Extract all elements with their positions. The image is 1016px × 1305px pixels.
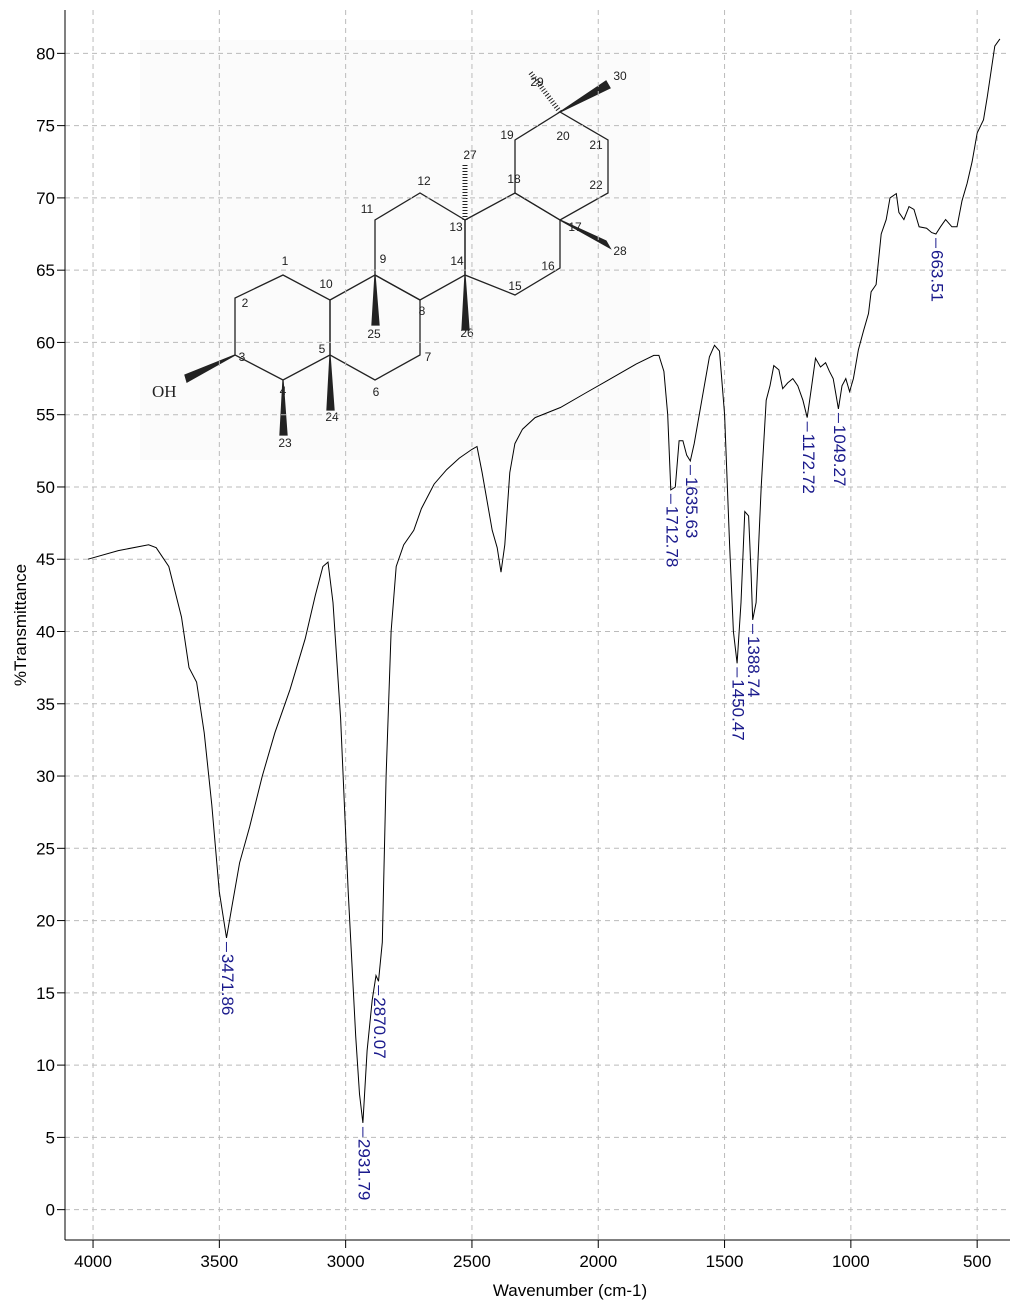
x-axis-label: Wavenumber (cm-1) bbox=[493, 1281, 647, 1300]
x-tick-label: 2500 bbox=[453, 1252, 491, 1271]
wedge bbox=[559, 80, 611, 113]
peak-label: 1388.74 bbox=[744, 636, 763, 697]
y-tick-label: 45 bbox=[36, 550, 55, 569]
atom-label: 3 bbox=[239, 350, 246, 364]
wedge bbox=[371, 274, 380, 326]
atom-label: 19 bbox=[500, 128, 514, 142]
substituent-label: OH bbox=[152, 382, 177, 401]
atom-label: 10 bbox=[319, 277, 333, 291]
x-tick-label: 3000 bbox=[327, 1252, 365, 1271]
y-tick-label: 15 bbox=[36, 984, 55, 1003]
peak-label: 1635.63 bbox=[682, 477, 701, 538]
y-tick-label: 0 bbox=[46, 1201, 55, 1220]
atom-label: 5 bbox=[319, 342, 326, 356]
wedge bbox=[559, 219, 612, 250]
y-tick-label: 70 bbox=[36, 189, 55, 208]
atom-label: 14 bbox=[450, 254, 464, 268]
spectrum-line bbox=[87, 38, 1001, 1123]
x-tick-label: 1500 bbox=[706, 1252, 744, 1271]
wedge bbox=[461, 274, 470, 331]
atom-label: 22 bbox=[589, 178, 603, 192]
peak-label: 1450.47 bbox=[729, 679, 748, 740]
y-tick-label: 30 bbox=[36, 767, 55, 786]
atom-label: 6 bbox=[373, 385, 380, 399]
wedge bbox=[184, 354, 236, 383]
atom-label: 15 bbox=[508, 279, 522, 293]
x-tick-label: 4000 bbox=[74, 1252, 112, 1271]
y-tick-label: 5 bbox=[46, 1128, 55, 1147]
x-tick-label: 500 bbox=[963, 1252, 991, 1271]
atom-label: 2 bbox=[242, 296, 249, 310]
atom-label: 7 bbox=[425, 350, 432, 364]
hash-bond bbox=[528, 70, 562, 114]
peak-label: 663.51 bbox=[927, 250, 946, 302]
y-tick-label: 60 bbox=[36, 333, 55, 352]
atom-label: 11 bbox=[361, 202, 374, 216]
atom-label: 29 bbox=[530, 75, 544, 89]
atom-label: 20 bbox=[556, 129, 570, 143]
wedge bbox=[326, 354, 335, 411]
y-tick-label: 55 bbox=[36, 406, 55, 425]
atom-label: 17 bbox=[568, 220, 582, 234]
atom-label: 8 bbox=[419, 304, 426, 318]
atom-label: 27 bbox=[463, 148, 477, 162]
y-axis-label: %Transmittance bbox=[11, 564, 30, 686]
atom-label: 4 bbox=[280, 384, 287, 398]
y-tick-label: 25 bbox=[36, 839, 55, 858]
atom-label: 24 bbox=[325, 410, 339, 424]
atom-label: 12 bbox=[417, 174, 431, 188]
peak-label: 2870.07 bbox=[370, 997, 389, 1058]
peak-label: 1172.72 bbox=[799, 434, 818, 494]
x-tick-label: 1000 bbox=[832, 1252, 870, 1271]
x-tick-label: 3500 bbox=[200, 1252, 238, 1271]
atom-label: 25 bbox=[367, 327, 381, 341]
y-tick-label: 35 bbox=[36, 695, 55, 714]
atom-label: 13 bbox=[449, 220, 463, 234]
y-tick-label: 20 bbox=[36, 912, 55, 931]
atom-label: 9 bbox=[380, 252, 387, 266]
atom-label: 1 bbox=[282, 254, 289, 268]
y-tick-label: 75 bbox=[36, 117, 55, 136]
peak-label: 2931.79 bbox=[354, 1139, 373, 1200]
y-tick-label: 80 bbox=[36, 44, 55, 63]
y-tick-label: 40 bbox=[36, 623, 55, 642]
y-tick-label: 65 bbox=[36, 261, 55, 280]
atom-label: 16 bbox=[541, 259, 555, 273]
peak-label: 1712.78 bbox=[662, 506, 681, 567]
atom-label: 18 bbox=[507, 172, 521, 186]
atom-label: 26 bbox=[460, 326, 474, 340]
y-tick-label: 50 bbox=[36, 478, 55, 497]
peak-label: 1049.27 bbox=[830, 425, 849, 486]
atom-label: 30 bbox=[613, 69, 627, 83]
wedge bbox=[279, 379, 288, 436]
atom-label: 28 bbox=[613, 244, 627, 258]
y-tick-label: 10 bbox=[36, 1056, 55, 1075]
atom-label: 23 bbox=[278, 436, 292, 450]
peak-label: 3471.86 bbox=[218, 954, 237, 1015]
atom-label: 21 bbox=[589, 138, 603, 152]
x-tick-label: 2000 bbox=[579, 1252, 617, 1271]
